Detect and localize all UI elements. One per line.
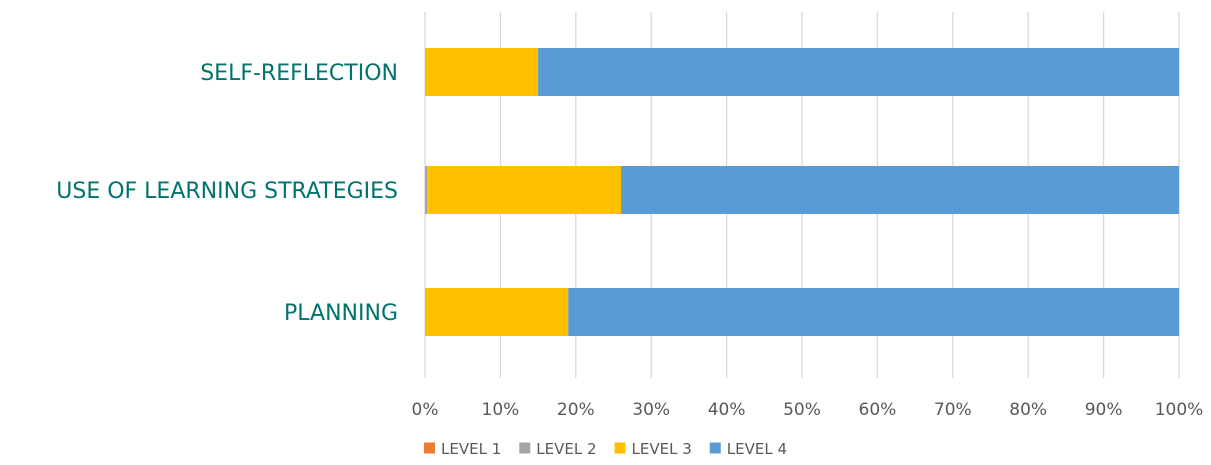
bar-1-level-2 [425, 166, 428, 214]
legend: LEVEL 1 LEVEL 2 LEVEL 3 LEVEL 4 [424, 440, 787, 458]
category-label-1: USE OF LEARNING STRATEGIES [56, 179, 398, 204]
x-tick-label-8: 80% [1009, 400, 1047, 420]
legend-label-level-1: LEVEL 1 [441, 440, 501, 458]
x-tick-label-10: 100% [1155, 400, 1204, 420]
bar-2-level-3 [425, 288, 569, 336]
bar-0-level-4 [538, 48, 1179, 96]
legend-swatch-level-2 [519, 442, 531, 454]
bars [425, 48, 1179, 336]
category-label-0: SELF-REFLECTION [200, 61, 398, 86]
legend-swatch-level-1 [424, 442, 435, 454]
x-tick-labels: 0% 10% 20% 30% 40% 50% 60% 70% 80% 90% 100% [412, 400, 1204, 420]
x-tick-label-7: 70% [934, 400, 972, 420]
legend-swatch-level-3 [614, 442, 626, 454]
x-tick-label-5: 50% [783, 400, 821, 420]
bar-0-level-3 [425, 48, 539, 96]
x-tick-label-3: 30% [632, 400, 670, 420]
legend-label-level-4: LEVEL 4 [727, 440, 787, 458]
x-tick-label-1: 10% [482, 400, 520, 420]
bar-1-level-4 [621, 166, 1179, 214]
x-tick-label-4: 40% [708, 400, 746, 420]
x-tick-label-6: 60% [859, 400, 897, 420]
category-label-2: PLANNING [284, 301, 398, 326]
legend-label-level-3: LEVEL 3 [632, 440, 692, 458]
legend-swatch-level-4 [709, 442, 721, 454]
category-labels: SELF-REFLECTION USE OF LEARNING STRATEGIE… [56, 61, 398, 326]
bar-2-level-4 [568, 288, 1179, 336]
x-tick-label-2: 20% [557, 400, 595, 420]
legend-label-level-2: LEVEL 2 [536, 440, 596, 458]
x-tick-label-9: 90% [1085, 400, 1123, 420]
x-tick-label-0: 0% [412, 400, 439, 420]
bar-1-level-3 [427, 166, 622, 214]
